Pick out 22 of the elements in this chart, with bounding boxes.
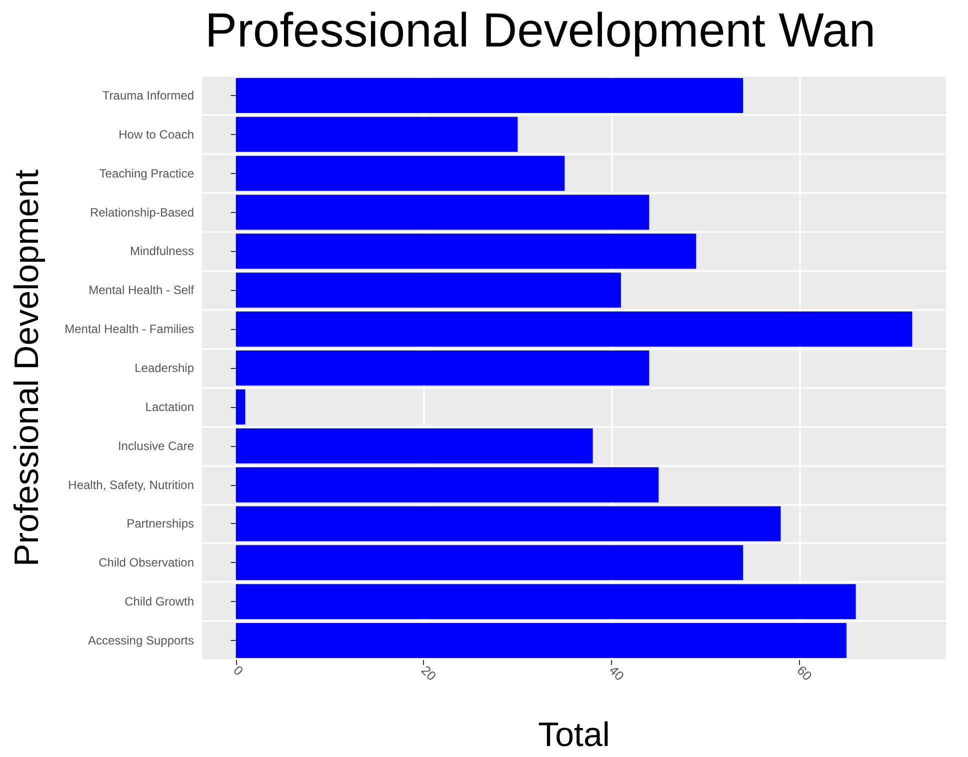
y-tick-label: Mental Health - Self: [88, 283, 195, 298]
x-axis-title: Total: [538, 716, 610, 754]
y-tick-label: Lactation: [145, 400, 194, 414]
y-tick-label: Mindfulness: [130, 244, 194, 258]
y-tick-label: Child Growth: [124, 594, 194, 609]
y-axis-title: Professional Development: [8, 169, 46, 566]
y-tick-label: Inclusive Care: [118, 438, 194, 453]
x-tick-label: 20: [418, 662, 440, 684]
y-tick-label: Relationship-Based: [90, 205, 194, 220]
y-tick-label: Child Observation: [98, 556, 194, 570]
x-tick-label: 0: [230, 662, 246, 678]
y-tick-label: Leadership: [134, 361, 194, 375]
y-tick-label: Mental Health - Families: [64, 322, 194, 336]
y-tick-label: Accessing Supports: [88, 634, 194, 648]
chart-title: Professional Development Wan: [205, 4, 876, 58]
y-tick-label: Trauma Informed: [102, 88, 194, 102]
y-tick-label: How to Coach: [118, 127, 194, 142]
x-tick-label: 60: [794, 662, 815, 684]
y-tick-label: Partnerships: [126, 516, 194, 531]
y-tick-label: Health, Safety, Nutrition: [68, 478, 194, 492]
y-tick-label: Teaching Practice: [99, 166, 194, 180]
x-tick-label: 40: [606, 662, 628, 684]
